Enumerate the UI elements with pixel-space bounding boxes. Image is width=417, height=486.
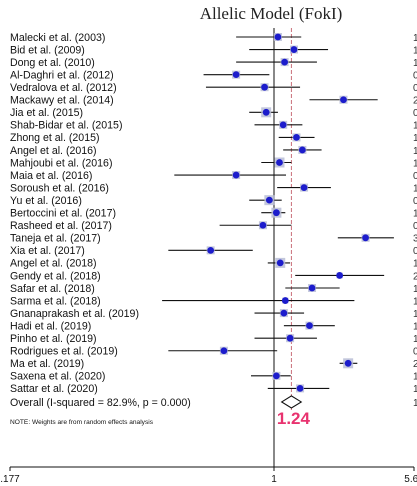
point-estimate [274, 33, 282, 41]
study-label: Rasheed et al. (2017) [10, 220, 112, 232]
clipped-column-text: 1 [413, 133, 417, 144]
study-label: Pinho et al. (2019) [10, 333, 97, 345]
study-label: Rodrigues et al. (2019) [10, 346, 118, 358]
clipped-column-text: 0 [413, 70, 417, 81]
weights-note: NOTE: Weights are from random effects an… [10, 419, 154, 426]
clipped-column-text: 0 [413, 221, 417, 232]
study-label: Sarma et al. (2018) [10, 295, 101, 307]
clipped-column-text: 1 [413, 58, 417, 69]
point-estimate [259, 221, 267, 229]
study-label: Soroush et al. (2016) [10, 182, 109, 194]
study-label: Ma et al. (2019) [10, 358, 84, 370]
point-estimate [362, 234, 369, 242]
clipped-column-text: 1 [413, 209, 417, 220]
study-label: Yu et al. (2016) [10, 195, 82, 207]
clipped-column-text: 1 [413, 284, 417, 295]
clipped-column-text: 1 [413, 384, 417, 395]
point-estimate [281, 297, 289, 304]
clipped-column-text: 1 [413, 158, 417, 169]
point-estimate [281, 58, 289, 66]
clipped-column-text: 3 [413, 234, 417, 245]
study-label: Al-Daghri et al. (2012) [10, 69, 114, 81]
point-estimate [300, 184, 308, 192]
point-estimate [232, 71, 240, 79]
study-label: Sattar et al. (2020) [10, 383, 98, 395]
clipped-column-text: 1 [413, 334, 417, 345]
clipped-column-text: 2 [413, 96, 417, 107]
study-label: Mackawy et al. (2014) [10, 95, 114, 107]
point-estimate [290, 46, 298, 53]
clipped-column-text: 1 [413, 309, 417, 320]
clipped-column-text: 0 [413, 347, 417, 358]
point-estimate [306, 322, 313, 330]
point-estimate [220, 347, 228, 355]
clipped-column-text: 2 [413, 271, 417, 282]
point-estimate [262, 108, 270, 116]
point-estimate [336, 272, 344, 279]
point-estimate [308, 284, 316, 292]
clipped-column-text: 1 [413, 372, 417, 383]
clipped-column-text: 0 [413, 171, 417, 182]
x-tick-label: .177 [0, 474, 20, 485]
point-estimate [261, 83, 268, 91]
clipped-column-text: 1 [413, 296, 417, 307]
clipped-column-text: 2 [413, 359, 417, 370]
study-label: Zhong et al. (2015) [10, 132, 100, 144]
clipped-column-text: 1 [413, 45, 417, 56]
study-label: Gnanaprakash et al. (2019) [10, 308, 139, 320]
study-label: Bid et al. (2009) [10, 44, 85, 56]
study-label: Angel et al. (2016) [10, 145, 97, 157]
clipped-column-text: 1 [413, 321, 417, 332]
point-estimate [340, 96, 347, 104]
chart-title: Allelic Model (FokI) [200, 4, 343, 23]
study-label: Hadi et al. (2019) [10, 320, 91, 332]
point-estimate [276, 259, 284, 267]
study-label: Bertoccini et al. (2017) [10, 208, 116, 220]
clipped-column-text: 1 [413, 183, 417, 194]
pooled-diamond [280, 395, 303, 409]
x-tick-label: 1 [271, 474, 277, 485]
point-estimate [265, 196, 273, 204]
point-estimate [279, 121, 287, 129]
study-label: Saxena et al. (2020) [10, 371, 105, 383]
study-label: Shab-Bidar et al. (2015) [10, 120, 122, 132]
point-estimate [286, 334, 294, 342]
point-estimate [272, 372, 280, 380]
point-estimate [232, 171, 240, 179]
point-estimate [296, 385, 304, 392]
pooled-value-annotation: 1.24 [277, 409, 311, 428]
study-label: Jia et al. (2015) [10, 107, 83, 119]
clipped-column-text: 0 [413, 108, 417, 119]
clipped-column-text: 1 [413, 259, 417, 270]
study-label: Mahjoubi et al. (2016) [10, 157, 112, 169]
study-label: Taneja et al. (2017) [10, 233, 101, 245]
study-label: Vedralova et al. (2012) [10, 82, 117, 94]
plot-area: Malecki et al. (2003) 1 Bid et al. (2009) 1… [0, 28, 417, 485]
clipped-column-text: 1 [413, 121, 417, 132]
study-label: Maia et al. (2016) [10, 170, 92, 182]
point-estimate [207, 246, 215, 254]
clipped-column-text: 0 [413, 196, 417, 207]
study-label: Gendy et al. (2018) [10, 270, 101, 282]
study-label: Malecki et al. (2003) [10, 32, 105, 44]
point-estimate [293, 134, 300, 141]
point-estimate [344, 359, 352, 367]
study-label: Angel et al. (2018) [10, 258, 97, 270]
point-estimate [272, 209, 280, 217]
study-label: Xia et al. (2017) [10, 245, 85, 257]
clipped-column-text: 1 [413, 33, 417, 44]
clipped-column-text: 1 [413, 398, 417, 409]
point-estimate [276, 159, 283, 166]
point-estimate [298, 146, 306, 154]
study-label: Safar et al. (2018) [10, 283, 95, 295]
clipped-column-text: 0 [413, 83, 417, 94]
point-estimate [280, 309, 288, 317]
clipped-column-text: 0 [413, 246, 417, 257]
study-label: Dong et al. (2010) [10, 57, 95, 69]
x-tick-label: 5.64 [404, 474, 417, 485]
clipped-column-text: 1 [413, 146, 417, 157]
overall-label: Overall (I-squared = 82.9%, p = 0.000) [10, 397, 191, 409]
